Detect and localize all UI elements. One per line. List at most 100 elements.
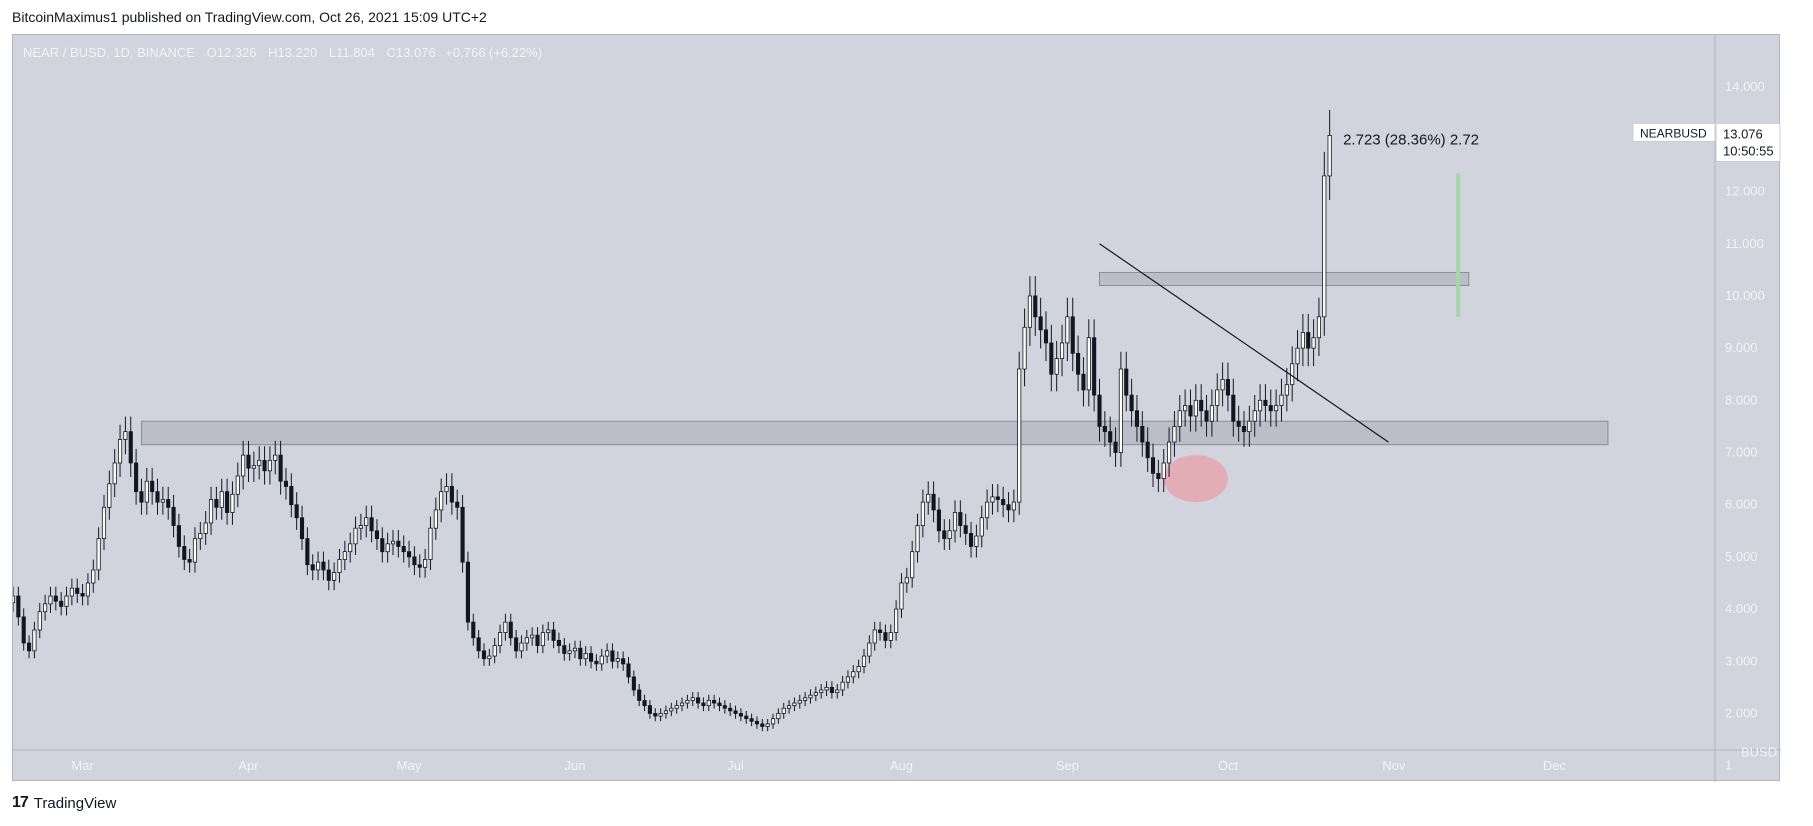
candle-body [59, 600, 64, 607]
candle-body [776, 713, 781, 720]
candle-body [856, 666, 861, 673]
candle-body [974, 535, 979, 547]
candle-body [749, 718, 754, 722]
candle-body [1316, 316, 1321, 339]
candle-body [567, 650, 572, 654]
tradingview-logo-icon: 17 [12, 794, 29, 811]
candle-body [631, 676, 636, 691]
publisher-header: BitcoinMaximus1 published on TradingView… [12, 9, 487, 25]
candle-body [26, 642, 32, 652]
price-axis[interactable]: 14.000 1 3.000 12.000 11.000 10.000 9.000 8.000… [1725, 79, 1777, 772]
candle-body [503, 621, 508, 633]
candle-body [171, 506, 176, 526]
low-key: L [328, 45, 337, 60]
candle-body [455, 501, 460, 508]
candle-body [1076, 352, 1081, 375]
candle-body [1150, 457, 1156, 474]
candle-body [433, 509, 438, 529]
candle-body [770, 718, 776, 725]
candle-body [1156, 472, 1161, 480]
candle-body [615, 658, 620, 662]
candle-body [182, 546, 187, 560]
candle-body [1290, 363, 1295, 386]
low-value: 11.804 [336, 45, 375, 60]
candle-body [364, 517, 369, 526]
open-value: 12.326 [216, 45, 257, 60]
candle-body [396, 540, 401, 547]
candle-body [1118, 368, 1123, 453]
y-tick-label: 14.000 [1725, 79, 1765, 94]
candle-body [1209, 405, 1214, 422]
candle-body [819, 689, 824, 693]
candle-body [546, 629, 551, 633]
candle-body [653, 713, 658, 717]
candle-body [626, 663, 631, 678]
chart-area[interactable]: 2.723 (28.36%) 2.72 14.000 1 3.000 12.000 11… [12, 34, 1781, 782]
candle-body [85, 582, 90, 597]
candle-body [64, 595, 69, 607]
candle-body [48, 595, 53, 605]
candle-body [883, 632, 888, 641]
currency-label: BUSD [1741, 745, 1777, 760]
candle-body [407, 551, 412, 558]
candle-body [492, 645, 497, 657]
candle-body [465, 561, 470, 623]
candle-body [701, 702, 706, 707]
candle-body [1065, 316, 1070, 344]
candle-body [1167, 441, 1172, 464]
candle-body [235, 475, 240, 495]
y-tick-label: 9.000 [1725, 340, 1758, 355]
candle-body [43, 603, 48, 613]
candle-body [374, 530, 380, 540]
candle-body [1241, 426, 1247, 433]
x-tick-label: Jul [727, 758, 744, 773]
resistance-zone [1098, 271, 1470, 287]
candle-body [963, 525, 968, 534]
footer: 17 TradingView [12, 794, 116, 812]
candle-body [144, 480, 149, 503]
candle-body [257, 459, 262, 466]
candle-body [160, 499, 165, 503]
candle-body [1177, 410, 1182, 427]
candle-body [931, 493, 936, 511]
candle-body [578, 647, 583, 660]
x-tick-label: Oct [1218, 758, 1239, 773]
candle-body [1311, 337, 1316, 349]
time-axis[interactable]: Mar Apr May Jun Jul Aug Sep Oct Nov Dec [71, 758, 1566, 773]
candle-body [1322, 175, 1327, 318]
candle-body [53, 595, 58, 602]
candle-body [642, 700, 647, 707]
x-tick-label: May [397, 758, 422, 773]
candle-body [21, 616, 26, 644]
candle-layer [13, 109, 1332, 732]
candle-body [840, 681, 845, 691]
candle-body [1081, 373, 1086, 391]
candlestick-chart[interactable]: 2.723 (28.36%) 2.72 14.000 1 3.000 12.000 11… [13, 35, 1781, 782]
candle-body [899, 582, 904, 610]
candle-body [1263, 399, 1268, 406]
candle-body [112, 462, 117, 485]
symbol-tag-box [1632, 122, 1716, 142]
candle-body [476, 637, 481, 652]
candle-body [13, 595, 16, 604]
candle-body [803, 697, 808, 701]
candle-body [1145, 441, 1150, 459]
candle-body [706, 700, 711, 707]
y-tick-label: 5.000 [1725, 549, 1758, 564]
candle-body [637, 689, 642, 701]
candle-body [1006, 504, 1011, 511]
candle-body [305, 538, 310, 566]
candle-body [187, 559, 192, 563]
descending-trendline [1099, 243, 1389, 443]
zone-layer [140, 271, 1609, 446]
candle-body [497, 632, 503, 647]
candle-body [1086, 337, 1091, 391]
y-tick-label: 4.000 [1725, 601, 1758, 616]
candle-body [369, 517, 374, 532]
candle-body [380, 538, 385, 553]
candle-body [251, 465, 256, 469]
x-tick-label: Dec [1543, 758, 1567, 773]
candle-body [712, 700, 717, 704]
candle-body [588, 653, 594, 662]
candle-body [1102, 426, 1107, 433]
